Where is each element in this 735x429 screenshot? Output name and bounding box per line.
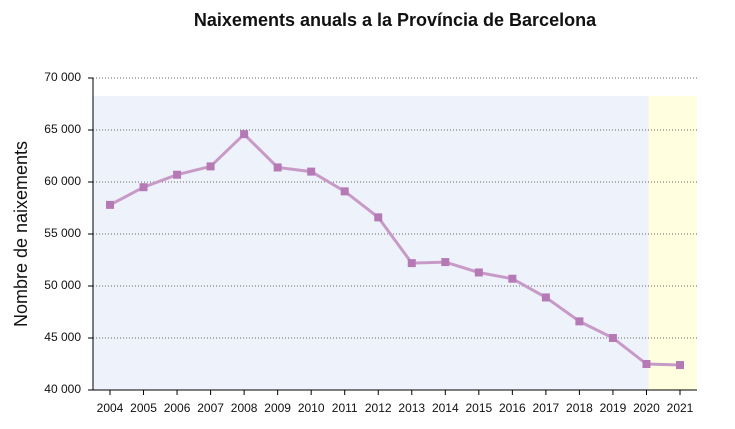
x-tick-label: 2006 <box>164 401 191 415</box>
x-tick-label: 2005 <box>130 401 157 415</box>
data-point <box>676 361 684 370</box>
y-tick-label: 60 000 <box>44 174 81 188</box>
data-point <box>508 274 517 283</box>
data-point <box>106 200 114 209</box>
x-tick-label: 2011 <box>332 401 358 415</box>
y-tick-label: 65 000 <box>44 122 81 136</box>
data-point <box>608 334 617 342</box>
x-tick-label: 2004 <box>97 401 124 415</box>
x-tick-label: 2017 <box>533 401 560 415</box>
data-point <box>541 293 550 302</box>
data-point <box>273 163 282 172</box>
y-tick-label: 40 000 <box>44 382 81 396</box>
data-point <box>340 187 349 196</box>
data-point <box>575 317 584 326</box>
data-point <box>139 183 148 192</box>
y-tick-label: 55 000 <box>44 226 81 240</box>
data-point <box>441 258 450 267</box>
data-line <box>109 132 681 367</box>
x-tick-label: 2020 <box>633 401 660 415</box>
data-point <box>240 130 249 139</box>
highlight-region <box>648 96 697 390</box>
x-tick-label: 2012 <box>365 401 392 415</box>
data-point <box>407 259 416 268</box>
x-tick-label: 2019 <box>600 401 627 415</box>
data-point <box>642 360 651 368</box>
x-tick-label: 2018 <box>566 401 593 415</box>
data-point <box>474 268 483 277</box>
plot-background <box>93 96 649 390</box>
y-tick-label: 70 000 <box>44 70 81 84</box>
x-tick-label: 2008 <box>231 401 258 415</box>
x-tick-label: 2009 <box>264 401 291 415</box>
x-tick-label: 2013 <box>398 401 425 415</box>
y-tick-label: 50 000 <box>44 278 81 292</box>
data-point <box>173 170 182 179</box>
x-tick-label: 2007 <box>197 401 224 415</box>
x-tick-label: 2016 <box>499 401 526 415</box>
x-tick-label: 2015 <box>465 401 492 415</box>
data-point <box>307 167 316 176</box>
x-tick-label: 2021 <box>667 401 694 415</box>
x-tick-label: 2010 <box>298 401 325 415</box>
y-axis-label: Nombre de naixements <box>11 141 31 327</box>
data-point <box>374 213 383 222</box>
chart-title: Naixements anuals a la Província de Barc… <box>194 10 597 30</box>
data-point <box>206 162 215 171</box>
x-tick-label: 2014 <box>432 401 459 415</box>
y-tick-label: 45 000 <box>44 330 81 344</box>
